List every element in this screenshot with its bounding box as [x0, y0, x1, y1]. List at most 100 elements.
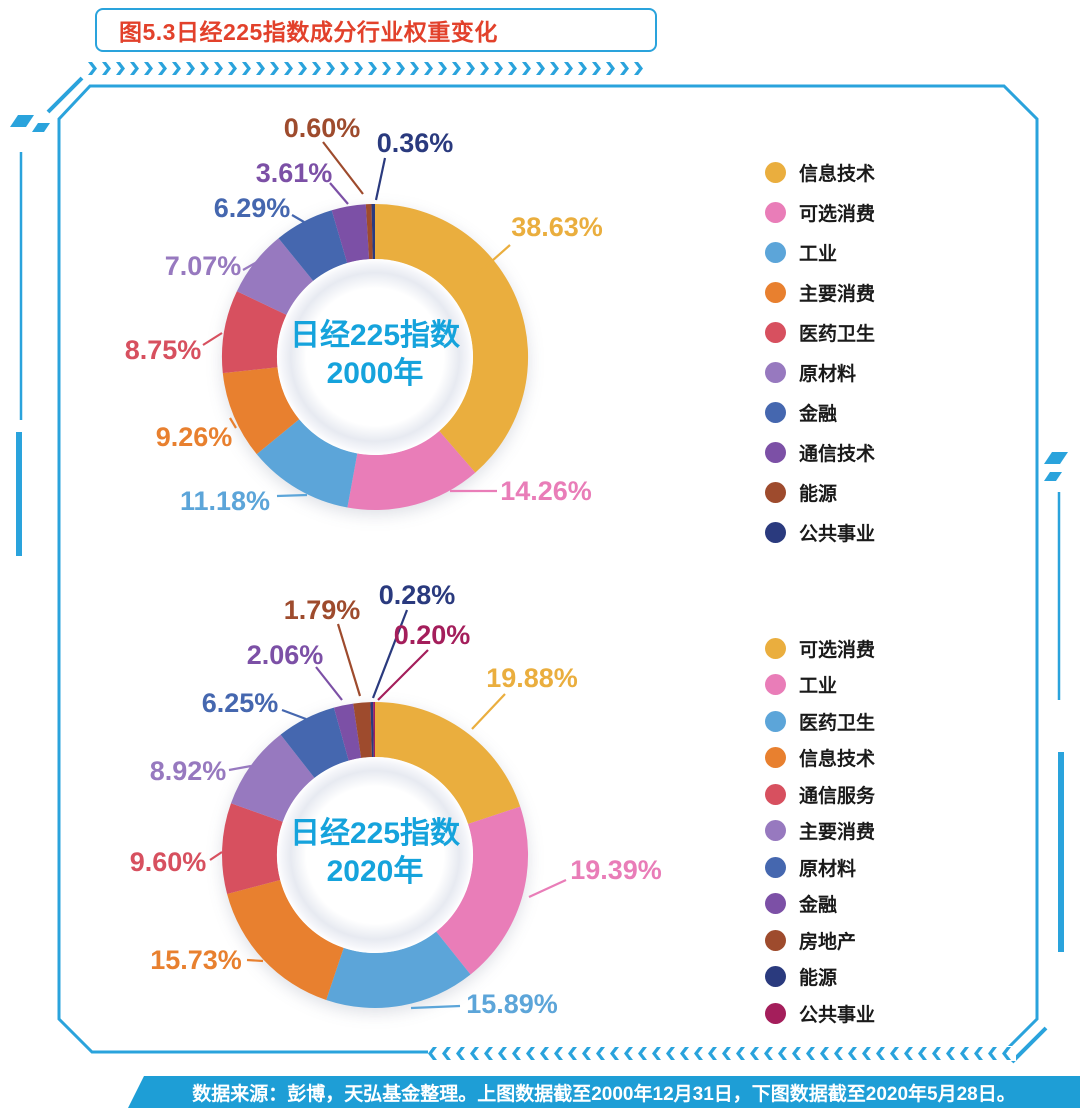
- legend-swatch-icon: [765, 321, 786, 343]
- chevron-icon: [512, 1047, 521, 1060]
- legend-swatch-icon: [765, 929, 786, 951]
- legend-item: 原材料: [765, 849, 875, 886]
- percent-label-公共事业: 0.20%: [394, 620, 471, 650]
- legend-swatch-icon: [765, 820, 786, 842]
- chevron-icon: [508, 62, 517, 75]
- legend-swatch-icon: [765, 783, 786, 805]
- legend-label: 金融: [799, 403, 838, 425]
- legend-label: 工业: [799, 676, 838, 698]
- chevron-icon: [890, 1047, 899, 1060]
- legend-item: 通信服务: [765, 776, 875, 813]
- percent-label-金融: 2.06%: [247, 640, 324, 670]
- leader-line: [315, 666, 343, 701]
- chevron-icon: [102, 62, 111, 75]
- legend-item: 能源: [765, 959, 875, 996]
- leader-line: [229, 417, 237, 429]
- donut-center-title: 2000年: [327, 357, 424, 390]
- legend-item: 原材料: [765, 352, 875, 392]
- donut-segment-信息技术: [375, 203, 529, 473]
- chevron-icon: [354, 62, 363, 75]
- chevron-icon: [522, 62, 531, 75]
- donut-segment-医药卫生: [326, 931, 471, 1008]
- leader-line: [329, 182, 349, 205]
- chevron-icon: [610, 1047, 619, 1060]
- chevron-icon: [452, 62, 461, 75]
- donut-segment-公共事业: [373, 701, 375, 757]
- percent-label-信息技术: 38.63%: [511, 212, 603, 242]
- chevron-icon: [214, 62, 223, 75]
- leader-line: [209, 851, 223, 861]
- donut-segment-信息技术: [227, 880, 344, 1000]
- chevron-icon: [1002, 1047, 1011, 1060]
- percent-label-工业: 19.39%: [570, 855, 662, 885]
- chevron-icon: [680, 1047, 689, 1060]
- donut-segment-原材料: [236, 238, 314, 315]
- chevron-icon: [466, 62, 475, 75]
- chevron-icon: [200, 62, 209, 75]
- chevron-icon: [270, 62, 279, 75]
- chevron-icon: [568, 1047, 577, 1060]
- legend-item: 可选消费: [765, 630, 875, 667]
- legend-item: 医药卫生: [765, 703, 875, 740]
- chevron-icon: [484, 1047, 493, 1060]
- leader-line: [242, 261, 258, 271]
- leader-line: [474, 244, 511, 277]
- legend-label: 工业: [799, 243, 838, 265]
- legend-label: 主要消费: [799, 283, 876, 305]
- donut-center-disc: [277, 259, 473, 455]
- chevron-icon: [624, 1047, 633, 1060]
- chevron-icon: [540, 1047, 549, 1060]
- legend-item: 能源: [765, 472, 875, 512]
- legend-swatch-icon: [765, 441, 786, 463]
- legend-swatch-icon: [765, 966, 786, 988]
- chevron-icon: [424, 62, 433, 75]
- legend-swatch-icon: [765, 161, 786, 183]
- legend-swatch-icon: [765, 361, 786, 383]
- chevron-icon: [158, 62, 167, 75]
- chevron-icon: [456, 1047, 465, 1060]
- chevron-icon: [498, 1047, 507, 1060]
- donut-chart-2020: 日经225指数 2020年 19.88% 19.39% 15.89% 15.73% 9.60…: [55, 580, 735, 1040]
- chevron-icon: [778, 1047, 787, 1060]
- legend-label: 房地产: [799, 931, 857, 953]
- legend-swatch-icon: [765, 747, 786, 769]
- chevron-icon: [764, 1047, 773, 1060]
- percent-label-房地产: 1.79%: [284, 595, 361, 625]
- chevron-icon: [438, 62, 447, 75]
- donut-segment-能源: [365, 204, 373, 260]
- leader-line: [276, 493, 308, 498]
- donut-segment-工业: [256, 419, 358, 508]
- percent-label-原材料: 7.07%: [165, 251, 242, 281]
- donut-svg: 日经225指数 2000年 38.63% 14.26% 11.18% 9.26% 8.75%…: [125, 113, 603, 516]
- donut-segment-医药卫生: [221, 291, 287, 374]
- percent-label-能源: 0.28%: [379, 580, 456, 610]
- legend-label: 公共事业: [799, 523, 876, 545]
- legend-label: 金融: [799, 895, 838, 917]
- legend-swatch-icon: [765, 401, 786, 423]
- legend-swatch-icon: [765, 856, 786, 878]
- chevron-icon: [326, 62, 335, 75]
- chevron-icon: [554, 1047, 563, 1060]
- leader-line: [528, 879, 567, 898]
- chevron-icon: [442, 1047, 451, 1060]
- chevron-icon: [848, 1047, 857, 1060]
- leader-line: [410, 1004, 461, 1010]
- legend-swatch-icon: [765, 241, 786, 263]
- percent-label-通信技术: 3.61%: [256, 158, 333, 188]
- legend-label: 通信技术: [799, 443, 876, 465]
- legend-label: 通信服务: [799, 785, 876, 807]
- chevron-icon: [228, 62, 237, 75]
- chevron-icon: [620, 62, 629, 75]
- legend-label: 主要消费: [799, 822, 876, 844]
- legend-label: 可选消费: [799, 203, 876, 225]
- chevron-icon: [666, 1047, 675, 1060]
- chevron-icon: [736, 1047, 745, 1060]
- legend-item: 房地产: [765, 922, 875, 959]
- chevron-icon: [144, 62, 153, 75]
- percent-label-金融: 6.29%: [214, 193, 291, 223]
- donut-center-disc: [277, 757, 473, 953]
- legend-swatch-icon: [765, 1002, 786, 1024]
- leader-line: [371, 609, 409, 699]
- legend-swatch-icon: [765, 710, 786, 732]
- legend-swatch-icon: [765, 521, 786, 543]
